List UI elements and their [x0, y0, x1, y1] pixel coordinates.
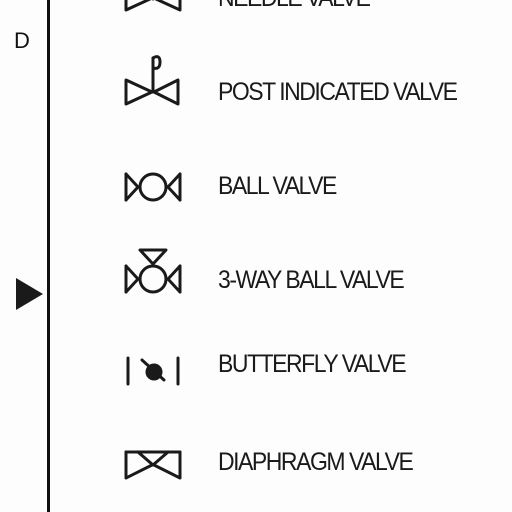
sheet-border-line [47, 0, 50, 512]
diaphragm-valve-icon [118, 436, 188, 496]
ball-valve-icon [118, 158, 188, 218]
needle-valve-icon [118, 0, 188, 38]
three-way-ball-valve-icon [118, 244, 188, 304]
butterfly-valve-icon [118, 342, 188, 402]
center-marker-arrow-icon [16, 278, 43, 310]
legend-label-needle: NEEDLE VALVE [218, 0, 371, 13]
grid-reference-letter: D [14, 28, 30, 53]
legend-label-three-way-ball: 3-WAY BALL VALVE [218, 266, 405, 294]
post-indicated-valve-icon [118, 48, 188, 108]
legend-label-ball: BALL VALVE [218, 172, 337, 200]
legend-label-butterfly: BUTTERFLY VALVE [218, 350, 407, 378]
legend-label-post-indicated: POST INDICATED VALVE [218, 78, 458, 106]
legend-label-diaphragm: DIAPHRAGM VALVE [218, 448, 414, 476]
